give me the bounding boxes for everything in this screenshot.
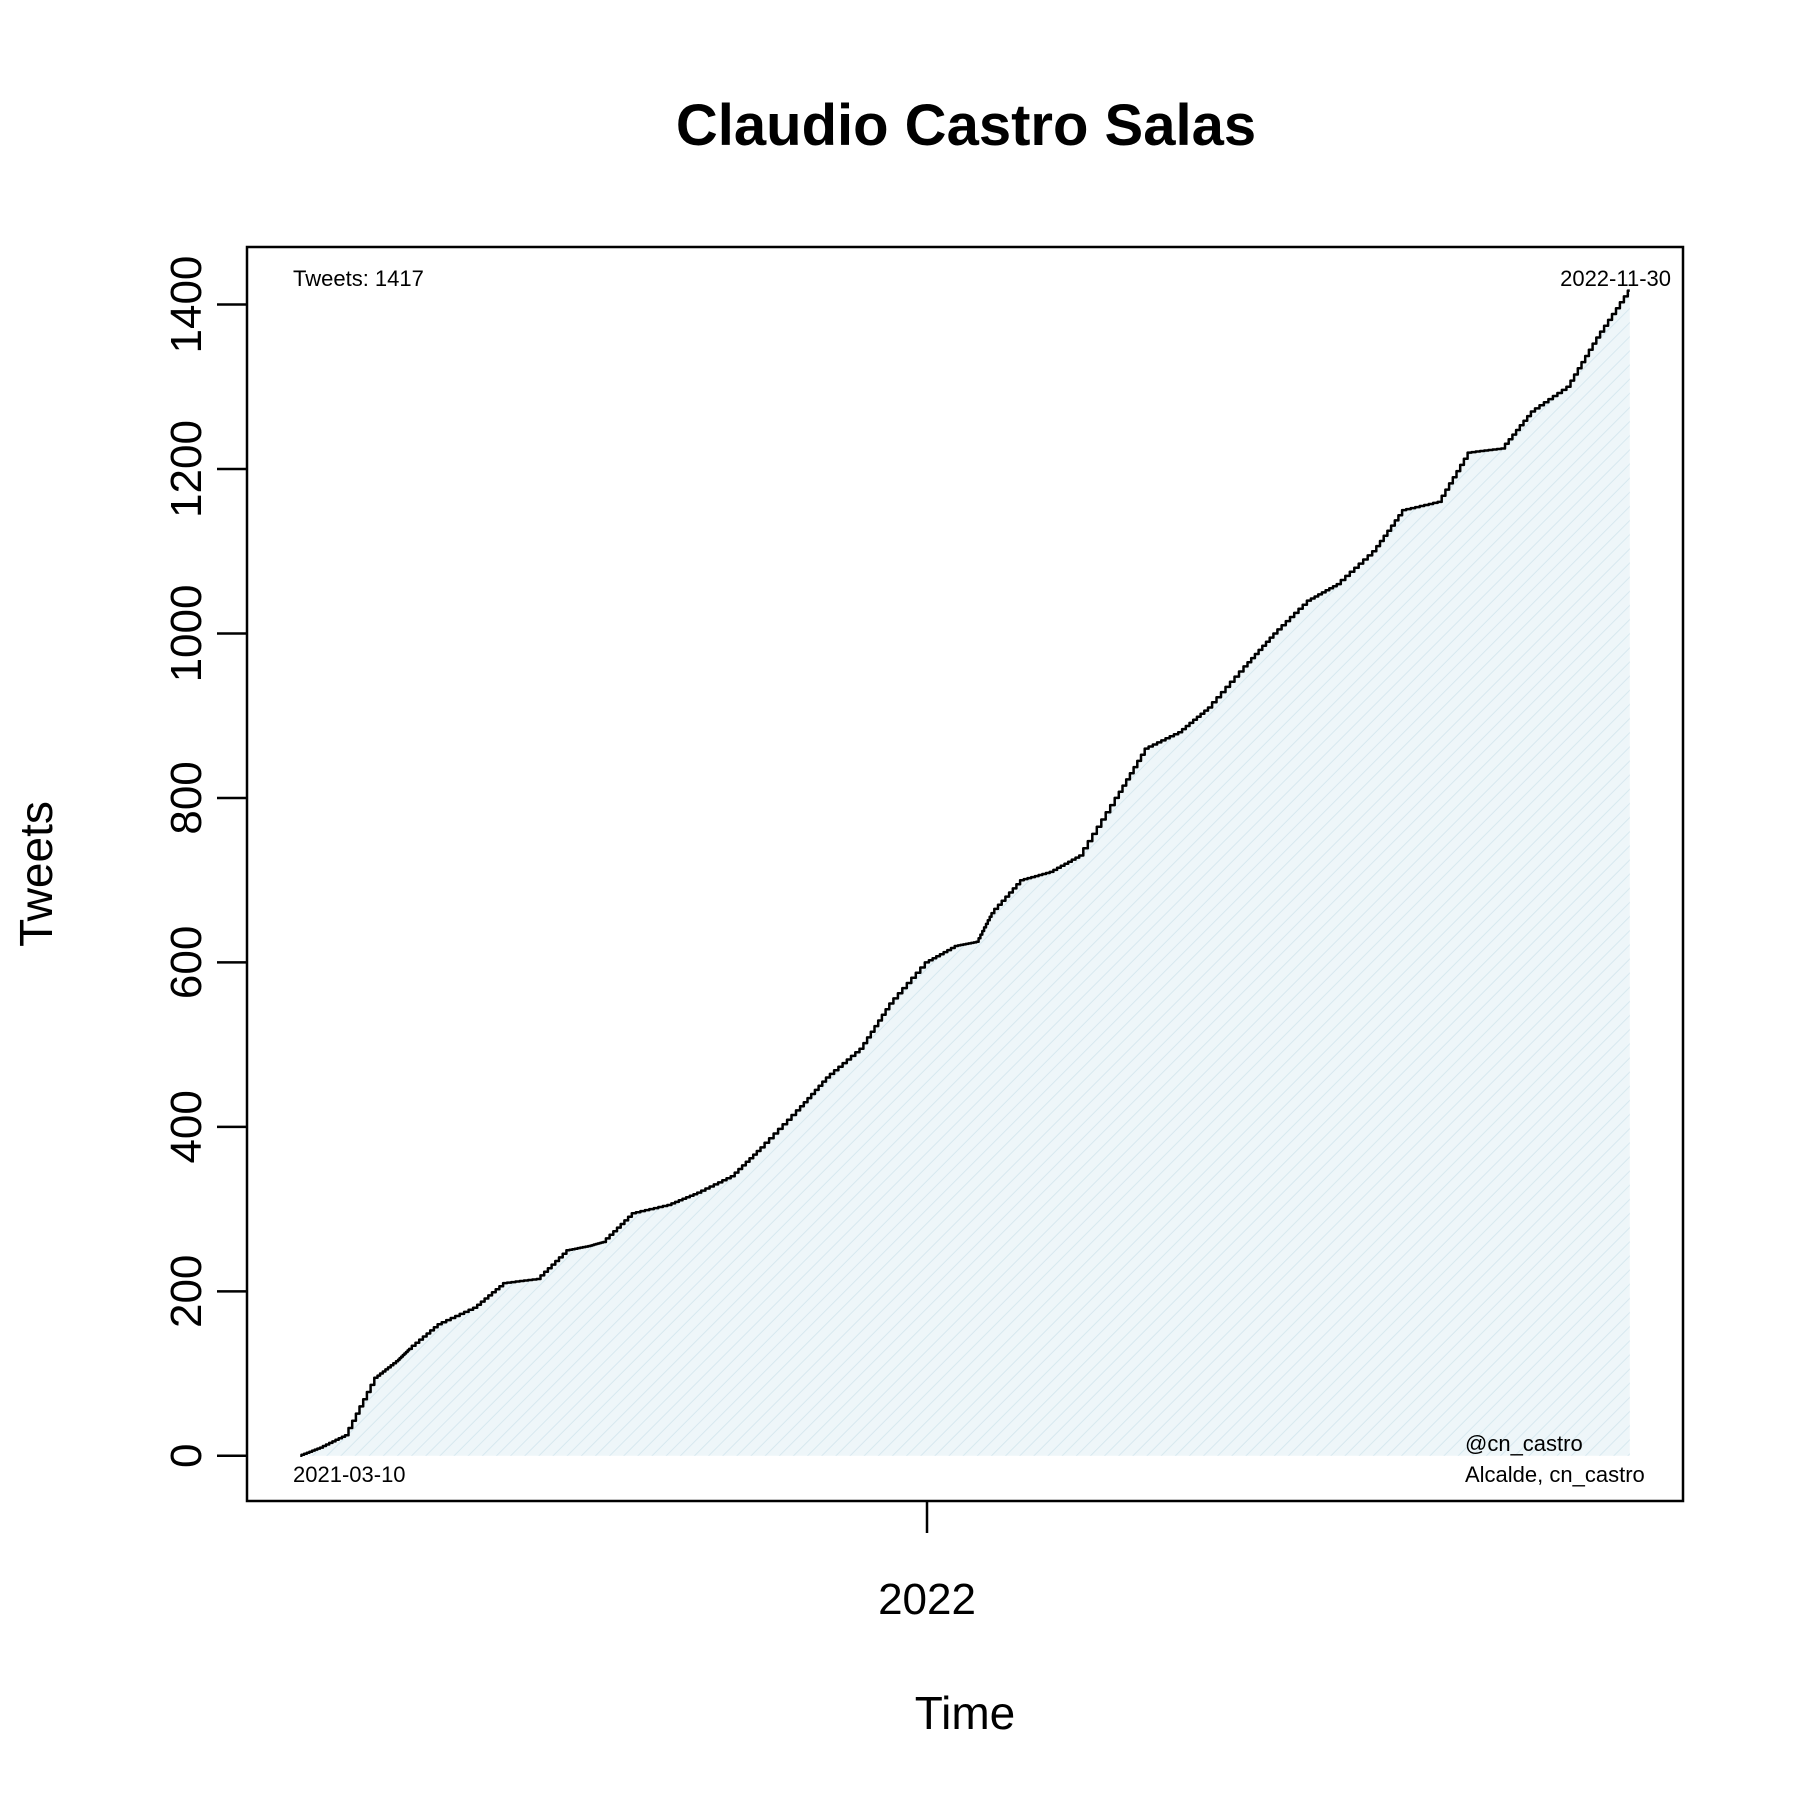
description-label: Alcalde, cn_castro — [1465, 1462, 1645, 1487]
y-tick-label: 600 — [162, 926, 211, 999]
y-tick-label: 1400 — [162, 256, 211, 354]
start-date-label: 2021-03-10 — [293, 1462, 406, 1487]
y-tick-label: 800 — [162, 761, 211, 834]
tweets-count-label: Tweets: 1417 — [293, 266, 424, 291]
y-tick-label: 1000 — [162, 585, 211, 683]
x-tick-label: 2022 — [878, 1575, 976, 1624]
end-date-label: 2022-11-30 — [1560, 266, 1671, 291]
series-line — [300, 289, 1630, 1458]
y-tick-label: 0 — [162, 1444, 211, 1468]
plot-frame — [245, 245, 1685, 1503]
handle-label: @cn_castro — [1465, 1431, 1583, 1456]
x-axis-label: Time — [915, 1687, 1016, 1739]
y-tick-label: 200 — [162, 1255, 211, 1328]
area-hatch — [300, 290, 1630, 1456]
y-axis: 0 200 400 600 800 1000 1200 1400 — [162, 256, 247, 1468]
y-tick-label: 400 — [162, 1090, 211, 1163]
x-axis: 2022 — [878, 1501, 976, 1624]
y-axis-label: Tweets — [10, 801, 62, 947]
y-tick-label: 1200 — [162, 420, 211, 518]
chart-title: Claudio Castro Salas — [676, 93, 1256, 158]
